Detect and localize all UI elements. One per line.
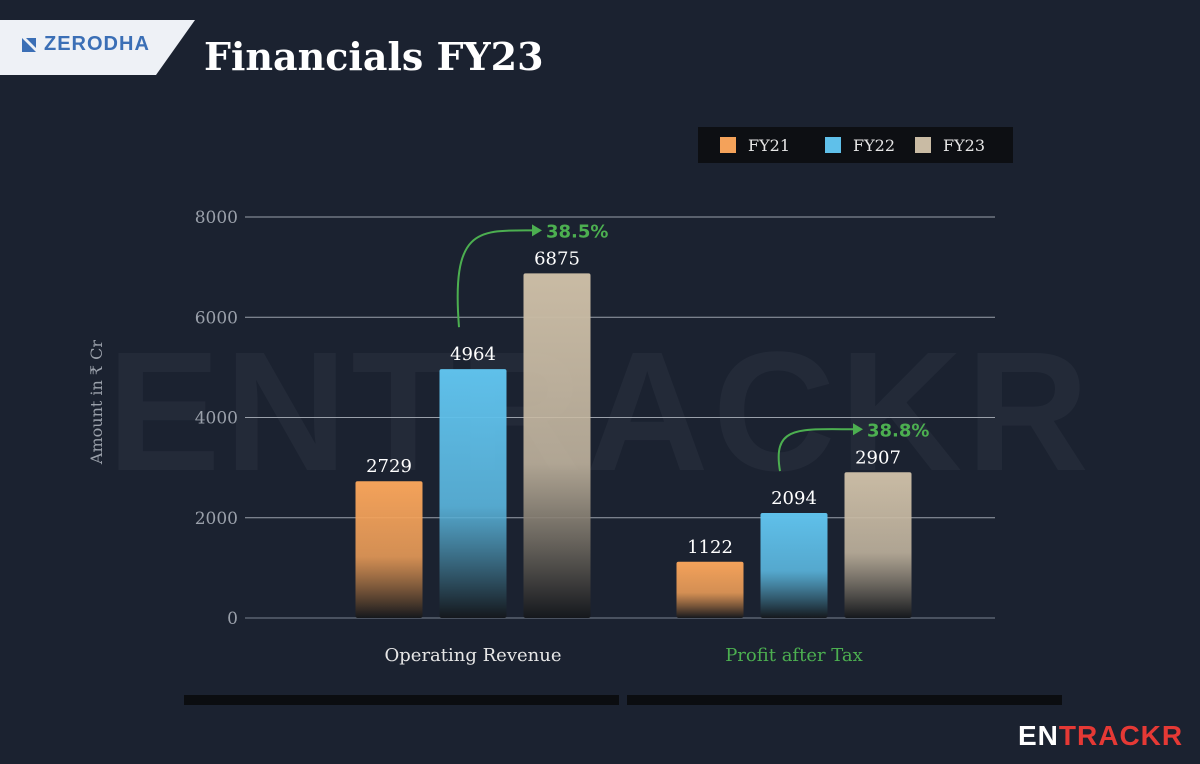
entrackr-brand: ENTRACKR — [1018, 720, 1183, 752]
y-tick-label: 2000 — [195, 509, 238, 529]
bar-value-label: 2729 — [366, 456, 412, 477]
bar-fy22 — [760, 513, 828, 618]
bar-value-label: 2907 — [855, 447, 901, 468]
legend-item-fy22: FY22 — [825, 127, 895, 163]
bar-value-label: 4964 — [450, 344, 496, 365]
bar-value-label: 2094 — [771, 488, 817, 509]
bar-fy23 — [844, 472, 912, 618]
bar-value-label: 6875 — [534, 248, 580, 269]
growth-arrowhead — [532, 224, 542, 237]
brand-part-en: EN — [1018, 720, 1059, 751]
growth-label: 38.8% — [867, 420, 929, 441]
category-label: Profit after Tax — [725, 645, 863, 666]
y-axis-label: Amount in ₹ Cr — [87, 340, 106, 466]
legend-swatch — [915, 137, 931, 153]
y-tick-label: 0 — [227, 609, 238, 629]
legend-item-fy23: FY23 — [915, 127, 985, 163]
zerodha-logo-icon — [22, 38, 36, 52]
growth-label: 38.5% — [546, 221, 608, 242]
page-title: Financials FY23 — [204, 34, 544, 79]
y-tick-label: 6000 — [195, 308, 238, 328]
legend-label: FY22 — [853, 135, 896, 155]
category-label: Operating Revenue — [385, 645, 562, 666]
legend-item-fy21: FY21 — [720, 127, 790, 163]
watermark-text: ENTRACKR — [107, 317, 1093, 507]
logo-text: ZERODHA — [44, 33, 150, 55]
legend-swatch — [825, 137, 841, 153]
bar-fy21 — [355, 481, 423, 618]
brand-part-trackr: TRACKR — [1058, 720, 1184, 751]
legend-label: FY23 — [943, 135, 986, 155]
divider-bar — [184, 695, 619, 705]
legend-label: FY21 — [748, 135, 791, 155]
bar-fy23 — [523, 273, 591, 618]
bar-fy22 — [439, 369, 507, 618]
chart-legend: FY21 FY22 FY23 — [698, 127, 1013, 163]
growth-arrow — [777, 428, 858, 472]
growth-arrow — [456, 229, 537, 328]
y-tick-label: 8000 — [195, 208, 238, 228]
divider-bar — [627, 695, 1062, 705]
bar-fy21 — [676, 561, 744, 618]
growth-arrowhead — [853, 423, 863, 436]
y-tick-label: 4000 — [195, 409, 238, 429]
legend-swatch — [720, 137, 736, 153]
bar-value-label: 1122 — [687, 537, 733, 558]
